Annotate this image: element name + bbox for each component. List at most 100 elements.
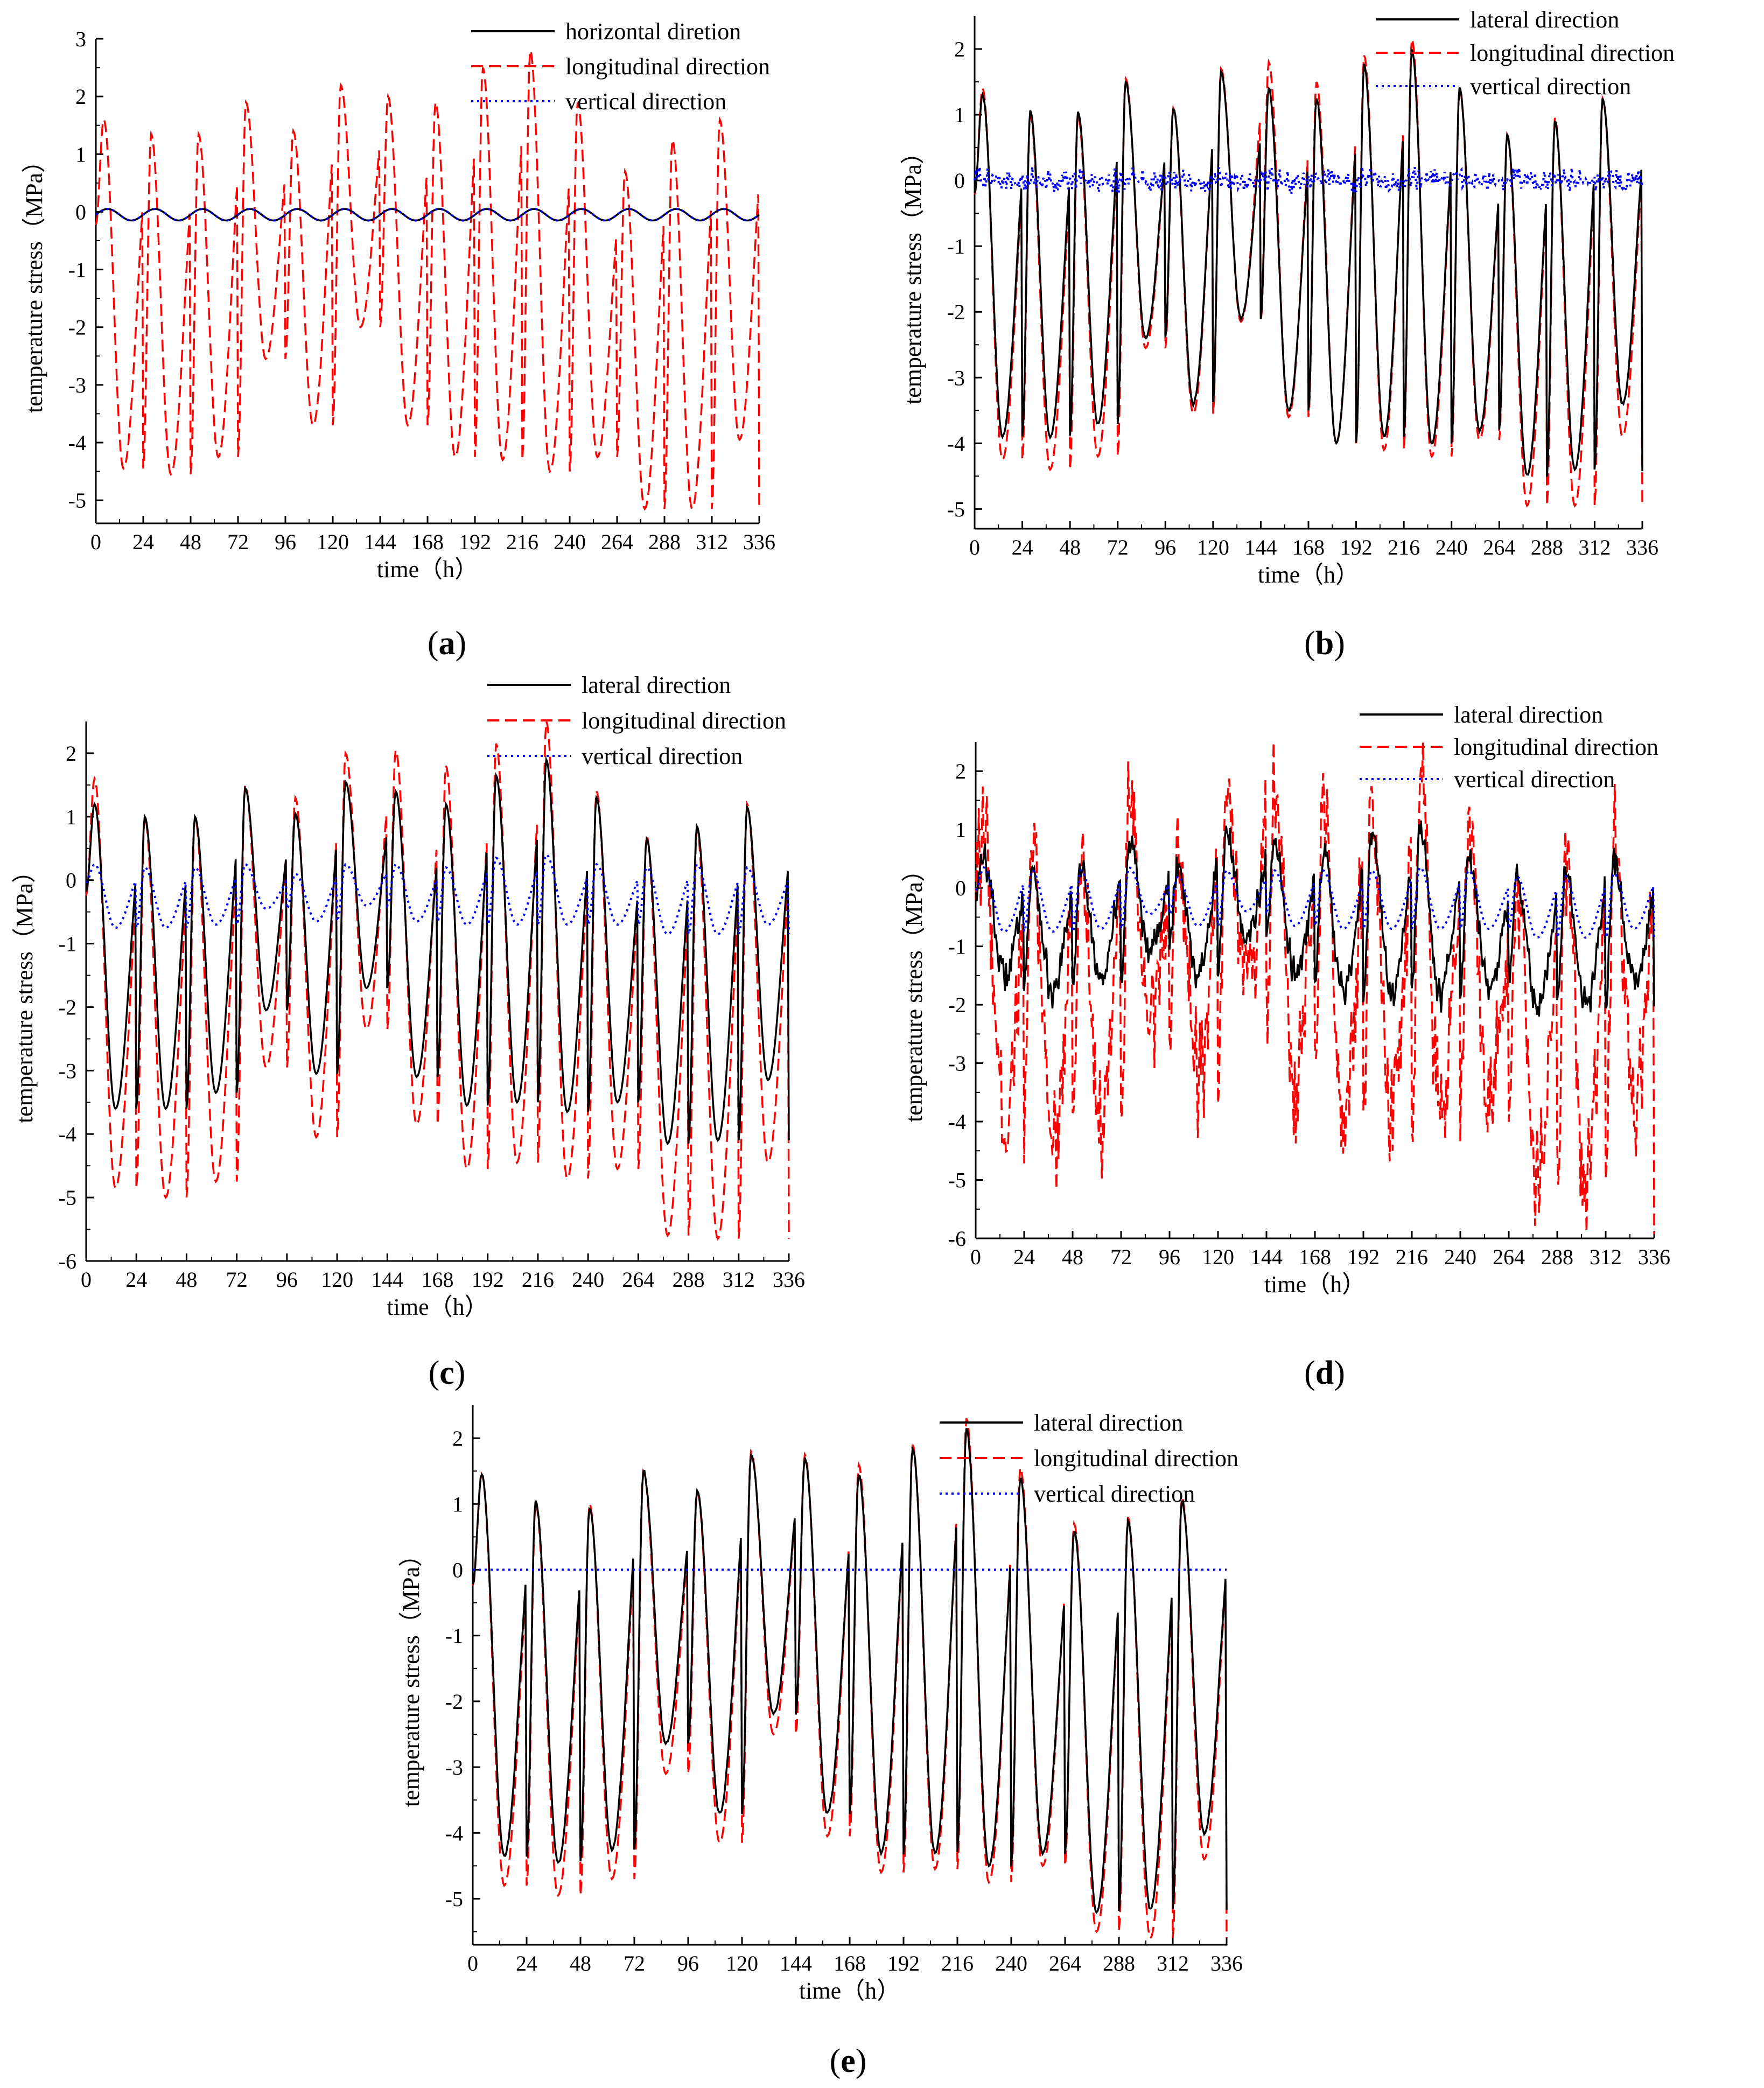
x-tick-label: 120 xyxy=(1202,1245,1234,1269)
legend-label: vertical direction xyxy=(1034,1481,1195,1507)
x-tick-label: 0 xyxy=(467,1951,478,1975)
legend-label: lateral direction xyxy=(1470,6,1619,33)
x-tick-label: 72 xyxy=(1110,1245,1132,1269)
y-axis-title: temperature stress（MPa） xyxy=(901,858,927,1122)
x-axis-title: time（h） xyxy=(1264,1271,1366,1298)
x-tick-label: 96 xyxy=(276,1267,298,1292)
x-tick-label: 0 xyxy=(970,1245,981,1269)
panel-b: 0 24 48 72 96 120 144 168 192 216 240 264 288 312 336 2… xyxy=(900,6,1675,662)
x-tick-label: 72 xyxy=(1107,535,1129,559)
y-axis-title: temperature stress（MPa） xyxy=(11,859,38,1123)
y-tick-label: -3 xyxy=(947,366,965,390)
x-tick-label: 24 xyxy=(132,530,154,554)
y-tick-label: 1 xyxy=(66,805,76,829)
x-tick-label: 48 xyxy=(570,1951,591,1975)
x-tick-label: 240 xyxy=(995,1951,1027,1975)
x-tick-label: 336 xyxy=(743,530,775,554)
y-tick-label: -3 xyxy=(59,1059,76,1083)
y-tick-label: -5 xyxy=(948,1168,966,1193)
x-tick-label: 48 xyxy=(176,1267,197,1292)
x-tick-label: 96 xyxy=(1154,535,1176,559)
x-axis-title: time（h） xyxy=(1258,562,1359,588)
panel-caption: (d) xyxy=(1304,1355,1345,1391)
x-tick-label: 288 xyxy=(1103,1951,1135,1975)
series-line-vertical-direction xyxy=(95,208,760,222)
legend-label: longitudinal direction xyxy=(1034,1445,1238,1472)
x-tick-label: 96 xyxy=(275,530,296,554)
x-tick-label: 168 xyxy=(1299,1245,1331,1269)
x-tick-label: 168 xyxy=(411,530,444,554)
series-line-longitudinal-direction xyxy=(975,741,1655,1235)
legend-label: longitudinal direction xyxy=(1454,734,1658,760)
x-tick-label: 264 xyxy=(601,530,633,554)
x-tick-label: 264 xyxy=(622,1267,654,1292)
x-tick-label: 240 xyxy=(554,530,586,554)
y-tick-label: 1 xyxy=(75,142,86,166)
y-tick-label: -3 xyxy=(445,1755,463,1779)
legend-label: lateral direction xyxy=(582,672,731,698)
x-tick-label: 48 xyxy=(180,530,201,554)
y-tick-label: -4 xyxy=(68,431,86,455)
y-tick-label: -1 xyxy=(948,935,966,959)
x-tick-label: 264 xyxy=(1049,1951,1081,1975)
y-tick-label: -4 xyxy=(59,1122,76,1146)
series-line-vertical-direction xyxy=(85,853,790,935)
y-tick-label: -1 xyxy=(59,932,76,956)
series-line-lateral-direction xyxy=(974,49,1643,477)
series-line-longitudinal-direction xyxy=(85,721,790,1241)
x-tick-label: 264 xyxy=(1493,1245,1525,1269)
series-line-lateral-direction xyxy=(472,1427,1228,1915)
x-tick-label: 288 xyxy=(648,530,681,554)
legend-label: longitudinal direction xyxy=(565,53,770,80)
x-tick-label: 144 xyxy=(1244,535,1277,559)
x-tick-label: 48 xyxy=(1059,535,1081,559)
x-tick-label: 24 xyxy=(516,1951,537,1975)
x-tick-label: 216 xyxy=(941,1951,974,1975)
x-tick-label: 288 xyxy=(1531,535,1563,559)
y-tick-label: 1 xyxy=(955,818,966,842)
legend-label: horizontal diretion xyxy=(565,18,741,45)
panel-c: 0 24 48 72 96 120 144 168 192 216 240 264 288 312 336 2… xyxy=(11,672,805,1391)
x-tick-label: 96 xyxy=(677,1951,699,1975)
x-tick-label: 192 xyxy=(459,530,491,554)
x-tick-label: 144 xyxy=(364,530,396,554)
y-tick-label: -6 xyxy=(59,1249,76,1273)
y-tick-label: -2 xyxy=(948,993,966,1017)
x-tick-label: 312 xyxy=(1590,1245,1622,1269)
x-tick-label: 312 xyxy=(723,1267,755,1292)
series-line-vertical-direction xyxy=(974,166,1643,194)
x-tick-label: 336 xyxy=(1626,535,1658,559)
panel-a: 0 24 48 72 96 120 144 168 192 216 240 264 288 312 3363… xyxy=(21,18,775,662)
x-tick-label: 24 xyxy=(1013,1245,1035,1269)
x-tick-label: 144 xyxy=(780,1951,812,1975)
x-tick-label: 216 xyxy=(1396,1245,1428,1269)
x-tick-label: 336 xyxy=(1210,1951,1243,1975)
x-tick-label: 72 xyxy=(624,1951,645,1975)
y-tick-label: 3 xyxy=(75,27,86,51)
y-tick-label: -3 xyxy=(68,373,86,397)
y-tick-label: -2 xyxy=(68,316,86,340)
y-tick-label: 0 xyxy=(75,200,86,224)
x-tick-label: 24 xyxy=(1012,535,1033,559)
series-line-longitudinal-direction xyxy=(95,50,760,511)
legend-label: vertical direction xyxy=(565,88,726,115)
y-tick-label: -4 xyxy=(947,431,965,456)
y-tick-label: 1 xyxy=(954,103,965,127)
legend-label: lateral direction xyxy=(1454,702,1603,728)
x-tick-label: 312 xyxy=(696,530,728,554)
x-tick-label: 48 xyxy=(1062,1245,1083,1269)
x-axis-title: time（h） xyxy=(799,1978,900,2004)
legend-label: vertical direction xyxy=(582,743,743,769)
panel-caption: (b) xyxy=(1304,625,1345,662)
series-line-lateral-direction xyxy=(85,755,790,1145)
legend-label: vertical direction xyxy=(1470,73,1631,100)
x-tick-label: 168 xyxy=(834,1951,866,1975)
x-tick-label: 72 xyxy=(226,1267,248,1292)
y-tick-label: 2 xyxy=(955,759,966,783)
x-tick-label: 72 xyxy=(227,530,249,554)
x-tick-label: 120 xyxy=(317,530,349,554)
x-tick-label: 0 xyxy=(81,1267,92,1292)
y-tick-label: -2 xyxy=(947,300,965,324)
x-tick-label: 120 xyxy=(321,1267,353,1292)
x-tick-label: 288 xyxy=(673,1267,705,1292)
